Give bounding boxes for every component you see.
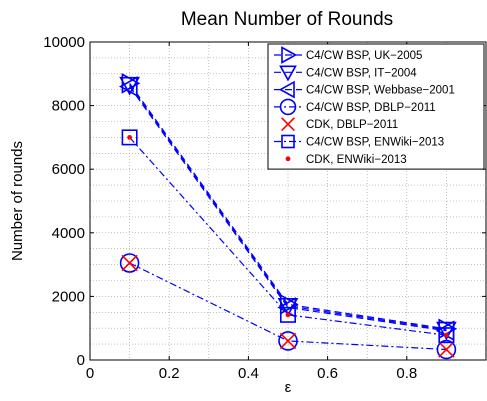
legend-marker [278,80,295,99]
legend-label: C4/CW BSP, ENWiki−2013 [306,137,444,149]
legend-label: C4/CW BSP, IT−2004 [306,67,417,79]
data-point [277,297,299,317]
legend-item: C4/CW BSP, ENWiki−2013 [274,134,444,149]
legend-item: CDK, ENWiki−2013 [285,154,407,166]
x-tick-label: 0 [86,365,94,382]
series-4 [121,254,455,358]
y-tick-label: 0 [77,352,85,369]
series-line [129,137,447,336]
data-point [436,339,457,360]
plot-area-frame [89,41,487,361]
series-6 [127,135,449,338]
series-1 [119,76,457,341]
legend-label: C4/CW BSP, UK−2005 [306,50,422,62]
x-tick-label: 0.8 [396,365,417,382]
y-tick-label: 8000 [52,98,85,115]
y-tick-label: 6000 [52,161,85,178]
data-point [278,331,298,351]
legend-box [267,43,485,170]
data-point [279,293,299,315]
legend-marker [281,117,295,132]
legend-marker [279,98,297,116]
x-tick-label: 0.4 [238,365,259,382]
data-point [279,332,297,350]
legend-marker [285,156,291,162]
data-point [285,312,291,318]
data-point [119,76,140,96]
series-line [129,82,447,330]
data-point [279,306,296,323]
data-point [119,253,140,273]
legend-item: C4/CW BSP, UK−2005 [274,46,422,64]
chart-title: Mean Number of Rounds [181,9,393,30]
x-tick-label: 0.2 [159,365,180,382]
series-layer [118,72,458,360]
legend-item: CDK, DBLP−2011 [281,117,398,132]
x-tick-label: 0.6 [317,365,338,382]
legend-label: CDK, DBLP−2011 [306,119,398,131]
data-point [118,76,138,97]
legend-label: CDK, ENWiki−2013 [306,154,407,166]
data-point [127,135,132,140]
legend-label: C4/CW BSP, DBLP−2011 [306,102,436,114]
data-point [121,254,138,272]
series-5 [121,129,455,344]
x-axis-label: ε [285,379,292,396]
legend: C4/CW BSP, UK−2005 C4/CW BSP, IT−2004 C4/C… [267,43,485,170]
data-point [444,332,449,338]
data-point [121,129,138,146]
legend-marker [279,65,297,82]
axis-ticks: 0 0.2 0.4 0.6 0.8 0 2000 4000 6000 8000 10000 [43,34,486,382]
series-line [129,84,447,331]
legend-item: C4/CW BSP, Webbase−2001 [274,80,455,99]
y-tick-label: 2000 [52,288,85,305]
legend-marker [281,46,298,64]
legend-item: C4/CW BSP, DBLP−2011 [274,98,436,116]
y-tick-label: 10000 [43,34,85,51]
data-point [436,321,457,341]
data-point [438,327,455,344]
data-point [438,341,455,358]
y-axis-label: Number of rounds [9,141,26,261]
y-tick-label: 4000 [52,225,85,242]
legend-label: C4/CW BSP, Webbase−2001 [306,85,455,97]
series-line [129,86,447,332]
legend-marker [281,134,295,149]
legend-item: C4/CW BSP, IT−2004 [274,65,417,82]
